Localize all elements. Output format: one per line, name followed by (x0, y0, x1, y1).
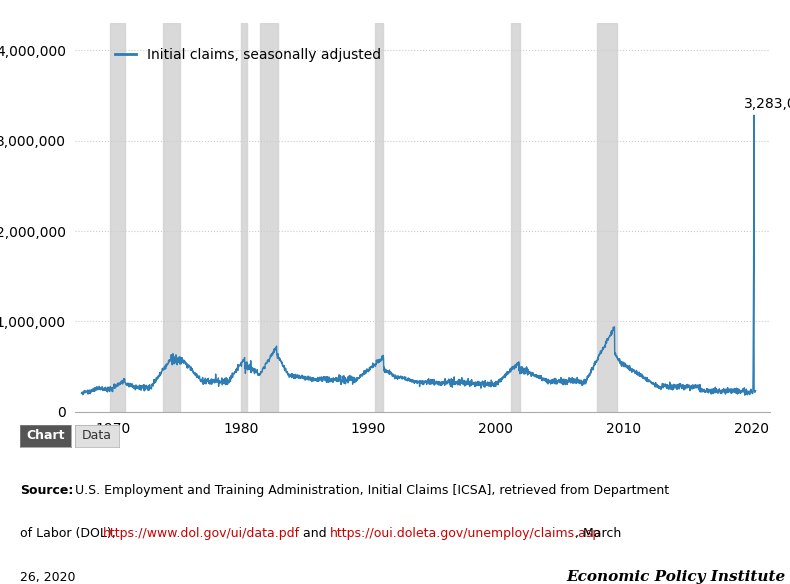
Text: Data: Data (82, 429, 111, 442)
Bar (511, 23, 521, 412)
Text: Economic Policy Institute: Economic Policy Institute (566, 570, 786, 584)
Bar (241, 23, 247, 412)
Text: https://www.dol.gov/ui/data.pdf: https://www.dol.gov/ui/data.pdf (103, 527, 299, 540)
Text: 3,283,000: 3,283,000 (743, 97, 790, 111)
Bar (260, 23, 278, 412)
Bar (374, 23, 383, 412)
Bar (597, 23, 617, 412)
Text: Chart: Chart (26, 429, 65, 442)
Text: U.S. Employment and Training Administration, Initial Claims [ICSA], retrieved fr: U.S. Employment and Training Administrat… (75, 484, 669, 497)
Bar (110, 23, 125, 412)
Text: and: and (299, 527, 331, 540)
Text: 26, 2020: 26, 2020 (20, 571, 75, 584)
Text: , March: , March (575, 527, 622, 540)
Text: Source:: Source: (20, 484, 73, 497)
Text: https://oui.doleta.gov/unemploy/claims.asp: https://oui.doleta.gov/unemploy/claims.a… (330, 527, 601, 540)
Legend: Initial claims, seasonally adjusted: Initial claims, seasonally adjusted (110, 42, 387, 67)
Text: of Labor (DOL),: of Labor (DOL), (20, 527, 119, 540)
Bar (164, 23, 180, 412)
